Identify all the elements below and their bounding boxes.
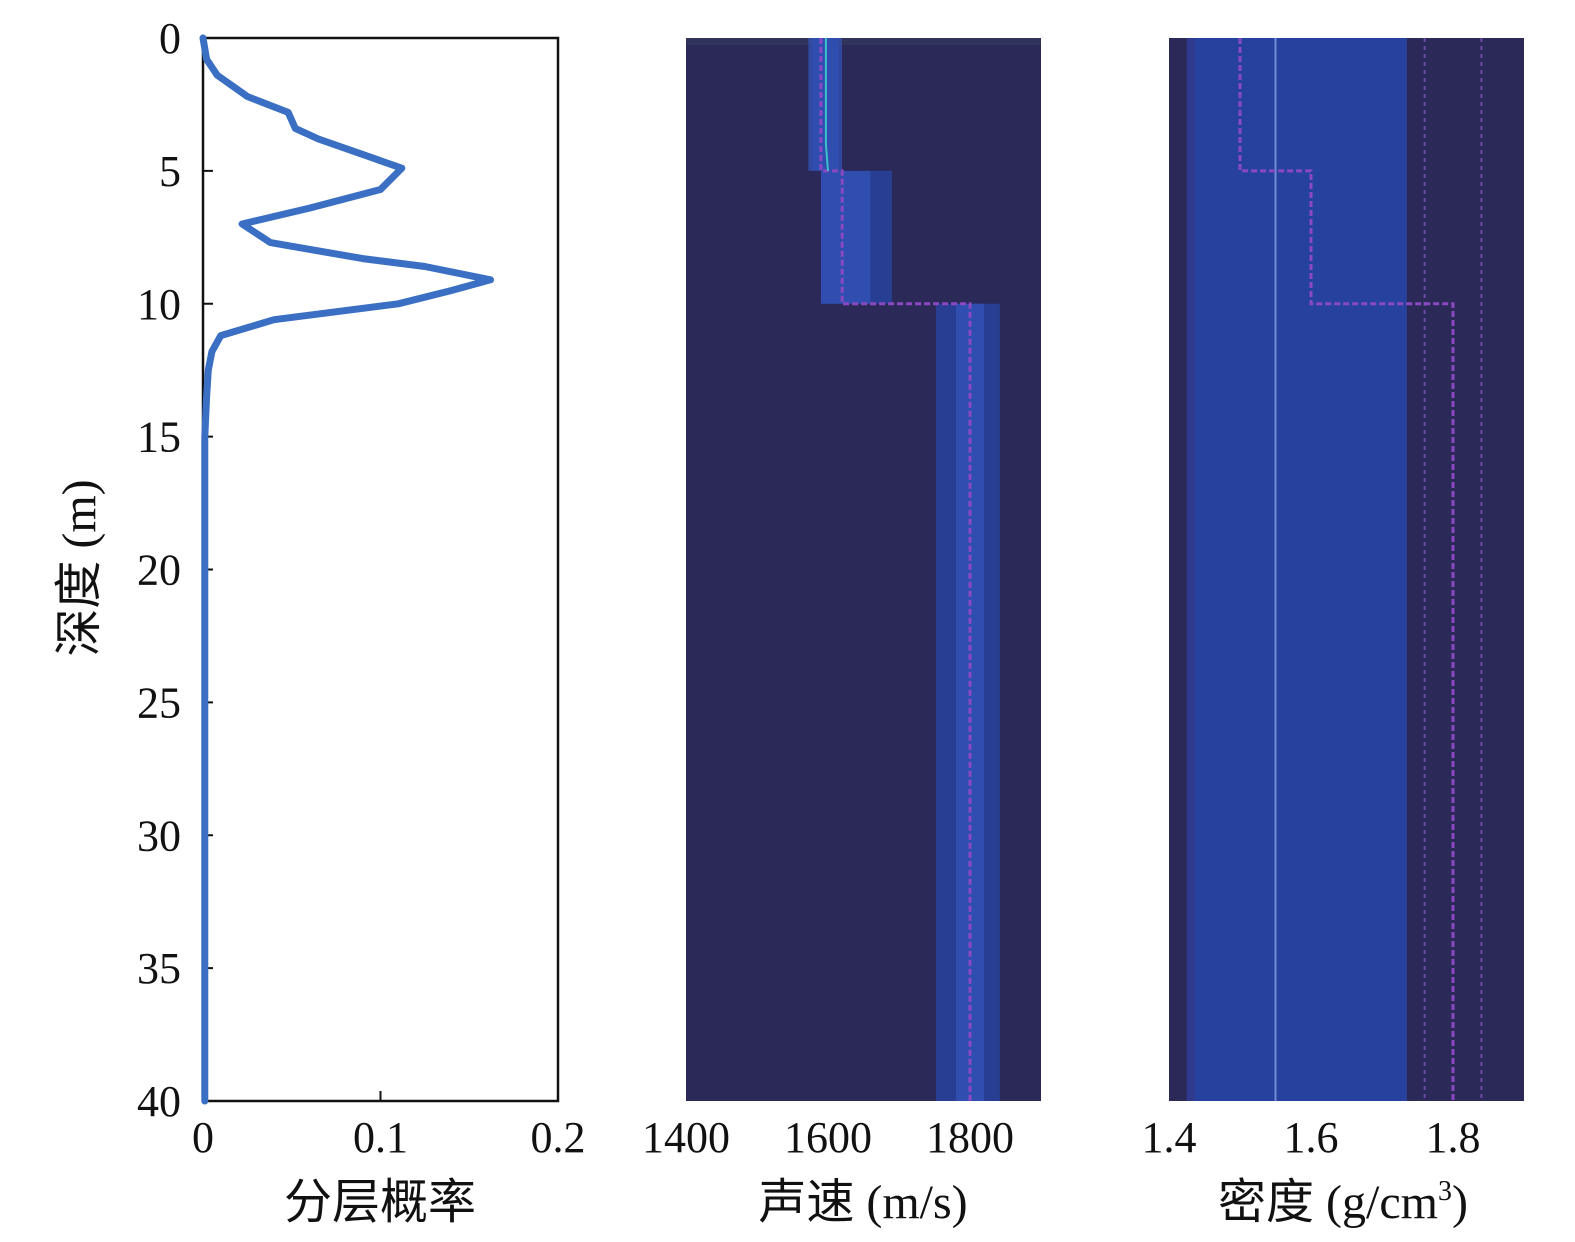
surface-band (686, 38, 1041, 45)
panel1-y-axis-label: 深度 (m) (53, 479, 106, 656)
speed-core-band (821, 170, 871, 304)
x-tick-label: 0.2 (531, 1113, 586, 1162)
y-tick-label: 20 (137, 546, 181, 595)
panel2-x-axis-label: 声速 (m/s) (758, 1176, 967, 1229)
sound-speed-panel: 1400 1600 1800 声速 (m/s) (642, 38, 1041, 1229)
x-tick-label: 0 (192, 1113, 214, 1162)
density-heatmap (1186, 38, 1483, 1101)
x-tick-label: 1.6 (1284, 1113, 1339, 1162)
panel1-x-ticks: 0 0.1 0.2 (192, 1091, 586, 1162)
y-tick-label: 0 (159, 14, 181, 63)
panel3-x-axis-label-superscript: 3 (1438, 1176, 1452, 1207)
x-tick-label: 1.4 (1142, 1113, 1197, 1162)
x-tick-label: 1400 (642, 1113, 730, 1162)
layer-probability-line (199, 34, 494, 1105)
density-band-edge (1186, 38, 1195, 1101)
sound-speed-heatmap (686, 38, 1041, 1101)
panel3-x-ticks: 1.4 1.6 1.8 (1142, 1113, 1481, 1162)
x-tick-label: 1800 (926, 1113, 1014, 1162)
y-tick-label: 15 (137, 413, 181, 462)
x-tick-label: 0.1 (353, 1113, 408, 1162)
mean-speed-profile (824, 38, 829, 171)
y-tick-label: 5 (159, 147, 181, 196)
x-tick-label: 1600 (784, 1113, 872, 1162)
x-tick-label: 1.8 (1426, 1113, 1481, 1162)
y-tick-label: 30 (137, 811, 181, 860)
panel2-x-ticks: 1400 1600 1800 (642, 1113, 1014, 1162)
panel3-x-axis-label-main: 密度 (g/cm (1218, 1176, 1438, 1229)
panel3-x-axis-label-suffix: ) (1452, 1176, 1468, 1229)
y-tick-label: 10 (137, 280, 181, 329)
y-tick-label: 25 (137, 678, 181, 727)
true-density-profile (1238, 38, 1455, 1101)
panel1-y-ticks: 0 5 10 15 20 25 30 35 40 (137, 14, 213, 1126)
density-band (1186, 38, 1407, 1101)
panel1-frame (201, 36, 560, 1103)
y-tick-label: 40 (137, 1077, 181, 1126)
panel1-x-axis-label: 分层概率 (284, 1176, 476, 1229)
density-panel: 1.4 1.6 1.8 密度 (g/cm3) (1142, 38, 1524, 1229)
y-tick-label: 35 (137, 944, 181, 993)
true-speed-profile (819, 38, 972, 1101)
panel3-x-axis-label: 密度 (g/cm3) (1218, 1176, 1468, 1229)
layer-probability-panel: 0 5 10 15 20 25 30 35 40 0 0.1 0.2 深度 (m) 分层概率 (53, 14, 586, 1229)
